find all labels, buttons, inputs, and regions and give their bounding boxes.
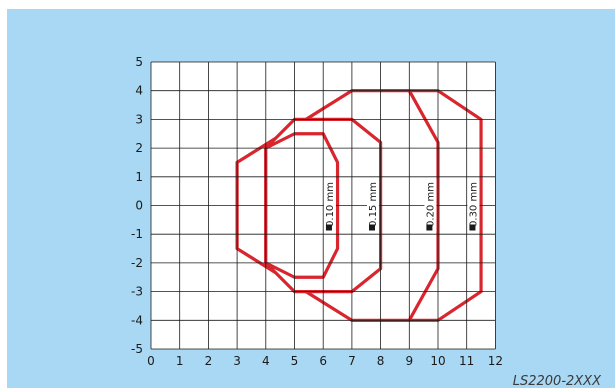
x-tick-label: 5 (291, 354, 299, 368)
x-tick-label: 2 (205, 354, 213, 368)
x-tick-label: 6 (319, 354, 327, 368)
y-tick-label: -4 (131, 313, 143, 327)
x-tick-label: 7 (348, 354, 356, 368)
zone-label-backdrop (424, 179, 437, 232)
zone-label-0: 0.30 mm (468, 182, 479, 227)
y-tick-label: 5 (135, 55, 143, 69)
zone-label-1: 0.20 mm (425, 182, 436, 227)
grid-lines (150, 61, 496, 350)
zone-marker (426, 224, 433, 231)
model-code: LS2200-2XXX (512, 374, 601, 389)
zone-marker (368, 224, 375, 231)
x-tick-label: 11 (459, 354, 474, 368)
y-tick-label: -5 (131, 342, 143, 356)
y-tick-label: 3 (135, 112, 143, 126)
x-tick-label: 12 (488, 354, 503, 368)
x-tick-label: 4 (262, 354, 270, 368)
x-tick-label: 8 (377, 354, 385, 368)
y-tick-label: 2 (135, 141, 143, 155)
zone-label-2: 0.15 mm (368, 182, 379, 227)
y-tick-label: 1 (135, 170, 143, 184)
x-tick-label: 10 (430, 354, 445, 368)
y-tick-label: -1 (131, 227, 143, 241)
x-tick-label: 1 (176, 354, 184, 368)
zone-label-backdrop (467, 179, 480, 232)
zone-label-backdrop (366, 179, 379, 232)
zone-marker (325, 224, 332, 231)
x-tick-label: 0 (147, 354, 155, 368)
y-tick-label: 0 (135, 199, 143, 213)
x-tick-label: 9 (405, 354, 413, 368)
zone-marker (469, 224, 476, 231)
y-tick-label: 4 (135, 84, 143, 98)
y-tick-label: -3 (131, 285, 143, 299)
y-tick-label: -2 (131, 256, 143, 270)
zone-labels: 0.30 mm 0.20 mm 0.15 mm 0.10 mm (323, 179, 480, 232)
zone-label-backdrop (323, 179, 336, 232)
x-tick-label: 3 (233, 354, 241, 368)
zone-label-3: 0.10 mm (325, 182, 336, 227)
